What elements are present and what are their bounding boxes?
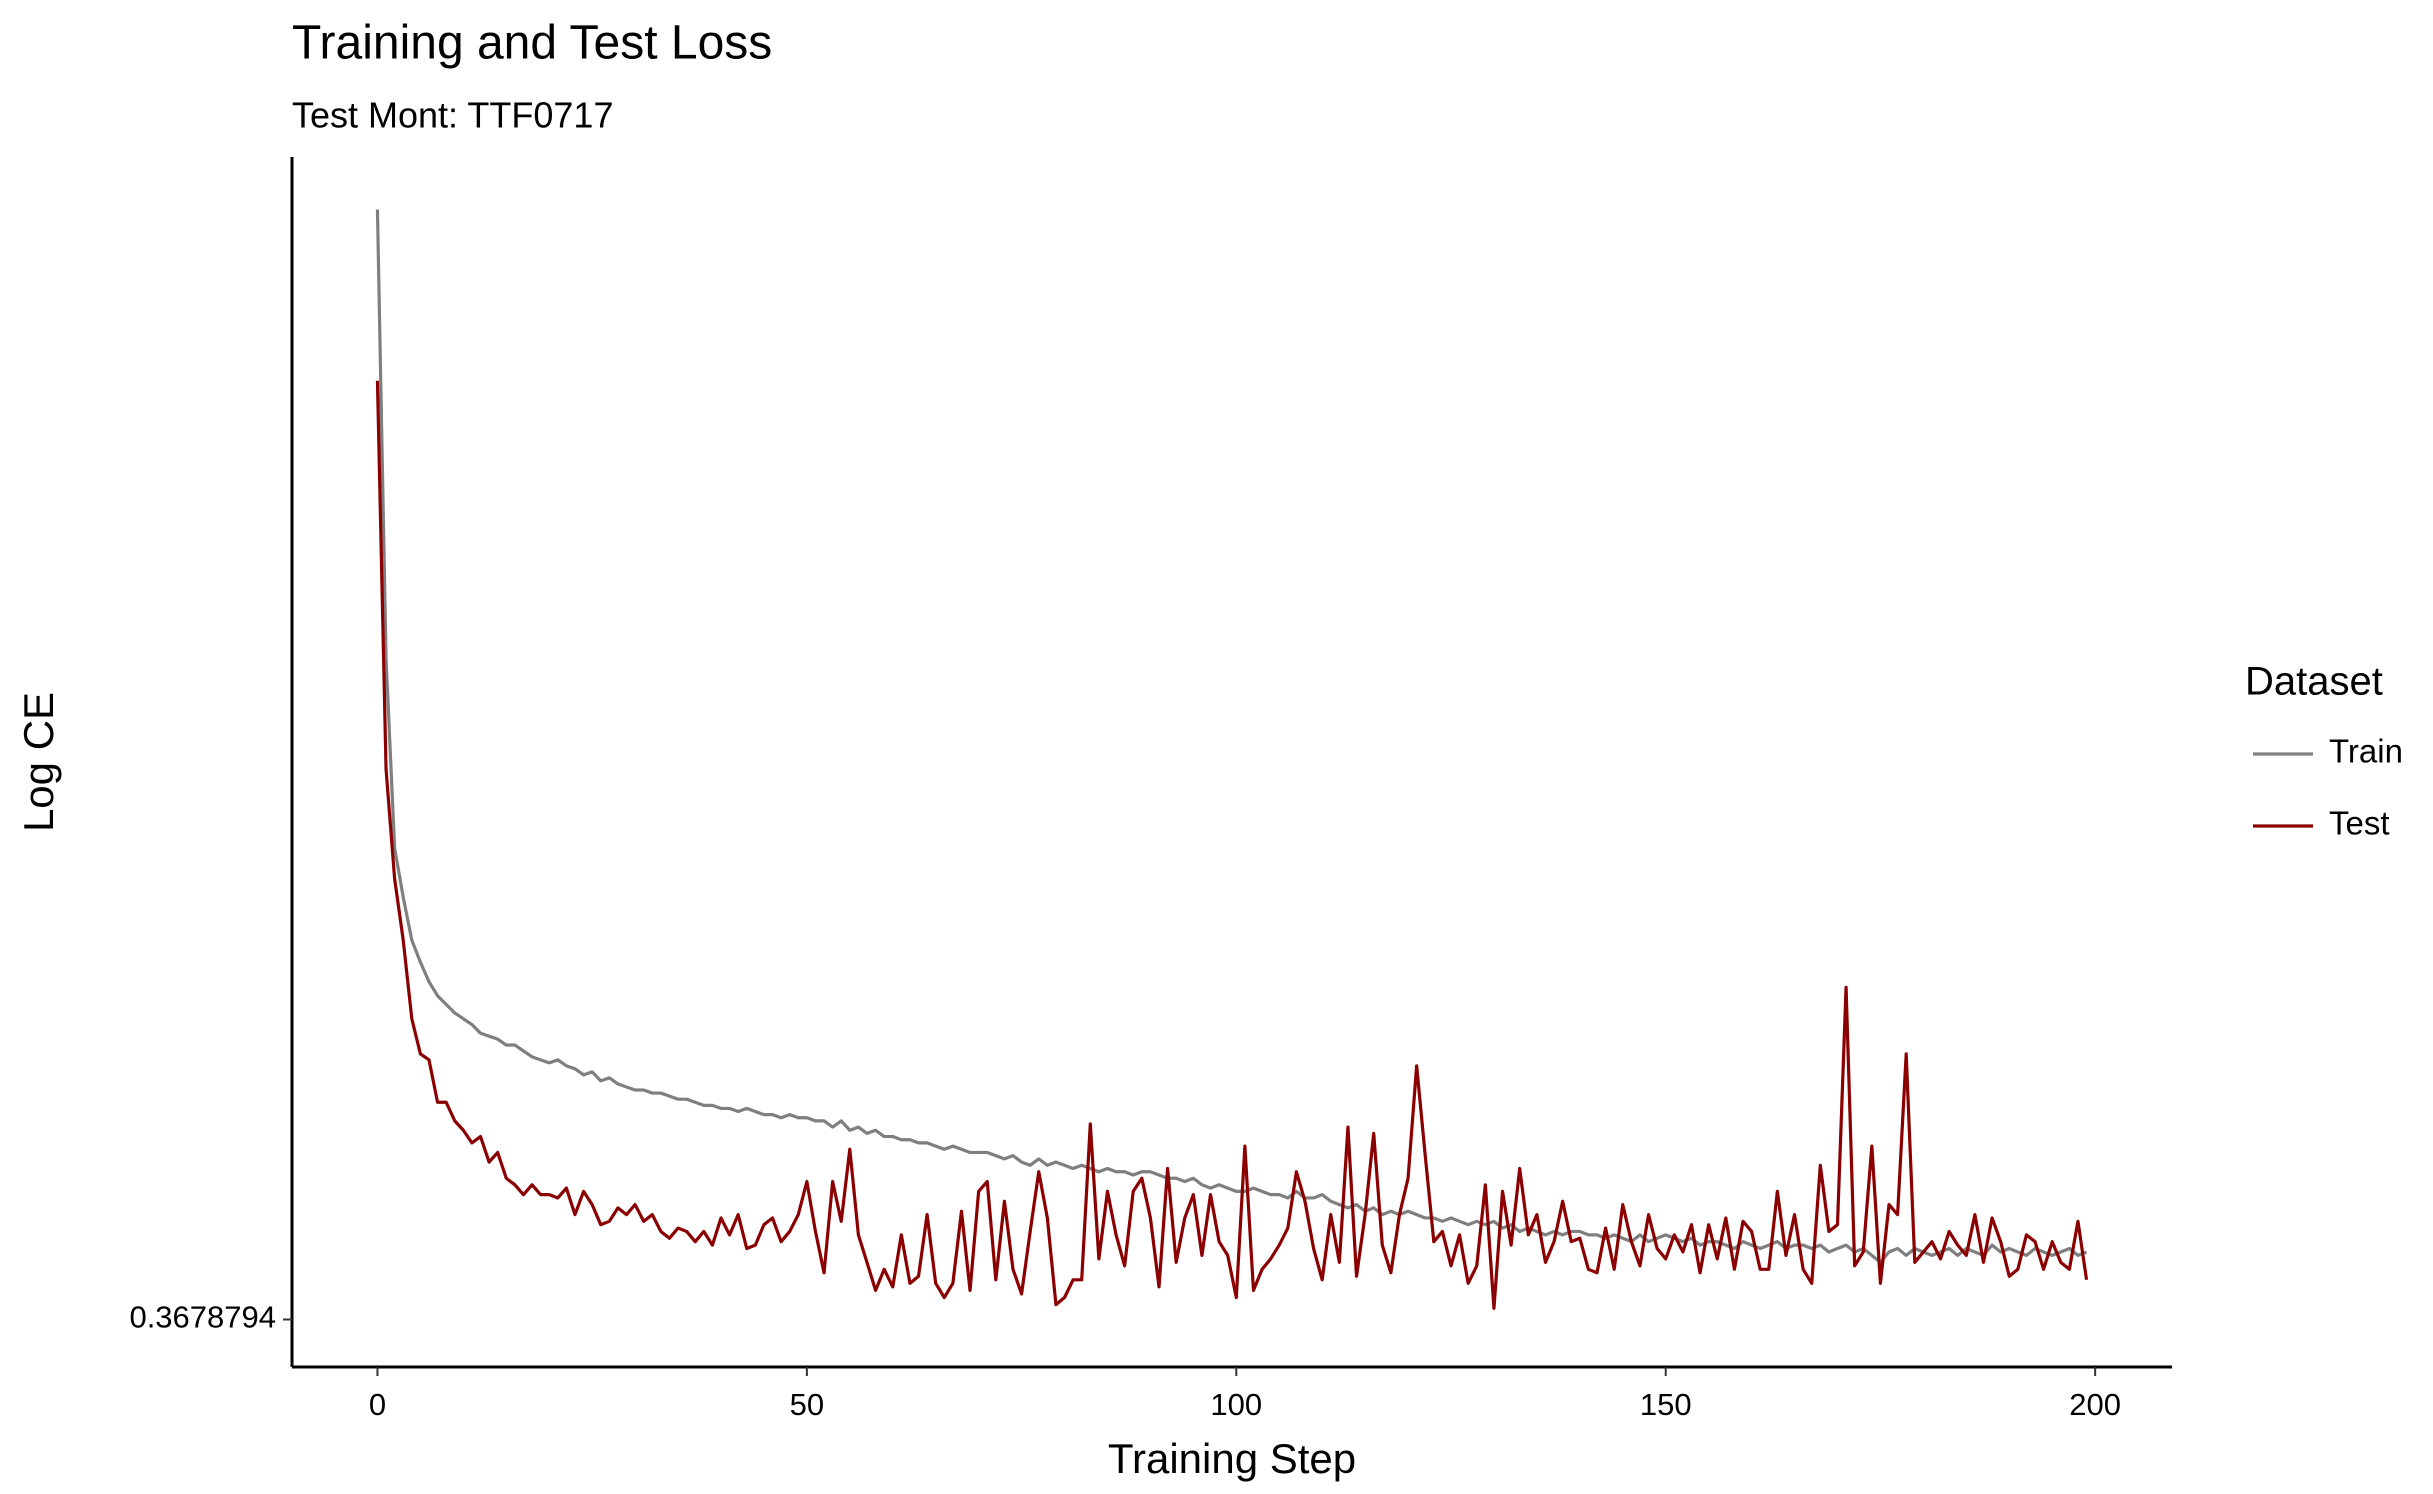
y-axis-title: Log CE [15, 692, 62, 832]
legend-label: Test [2329, 805, 2390, 842]
chart-subtitle: Test Mont: TTF0717 [292, 95, 613, 136]
x-axis-title: Training Step [1108, 1435, 1356, 1482]
legend-title: Dataset [2245, 660, 2383, 704]
x-tick-label: 50 [790, 1387, 824, 1422]
chart-title: Training and Test Loss [292, 17, 772, 70]
x-tick-label: 100 [1210, 1387, 1262, 1422]
line-series [375, 209, 2088, 1264]
x-tick-label: 150 [1640, 1387, 1692, 1422]
x-tick-label: 0 [369, 1387, 386, 1422]
y-tick-label: 0.3678794 [129, 1300, 276, 1335]
line-series [375, 380, 2089, 1310]
x-tick-label: 200 [2069, 1387, 2121, 1422]
legend-label: Train [2329, 733, 2403, 770]
